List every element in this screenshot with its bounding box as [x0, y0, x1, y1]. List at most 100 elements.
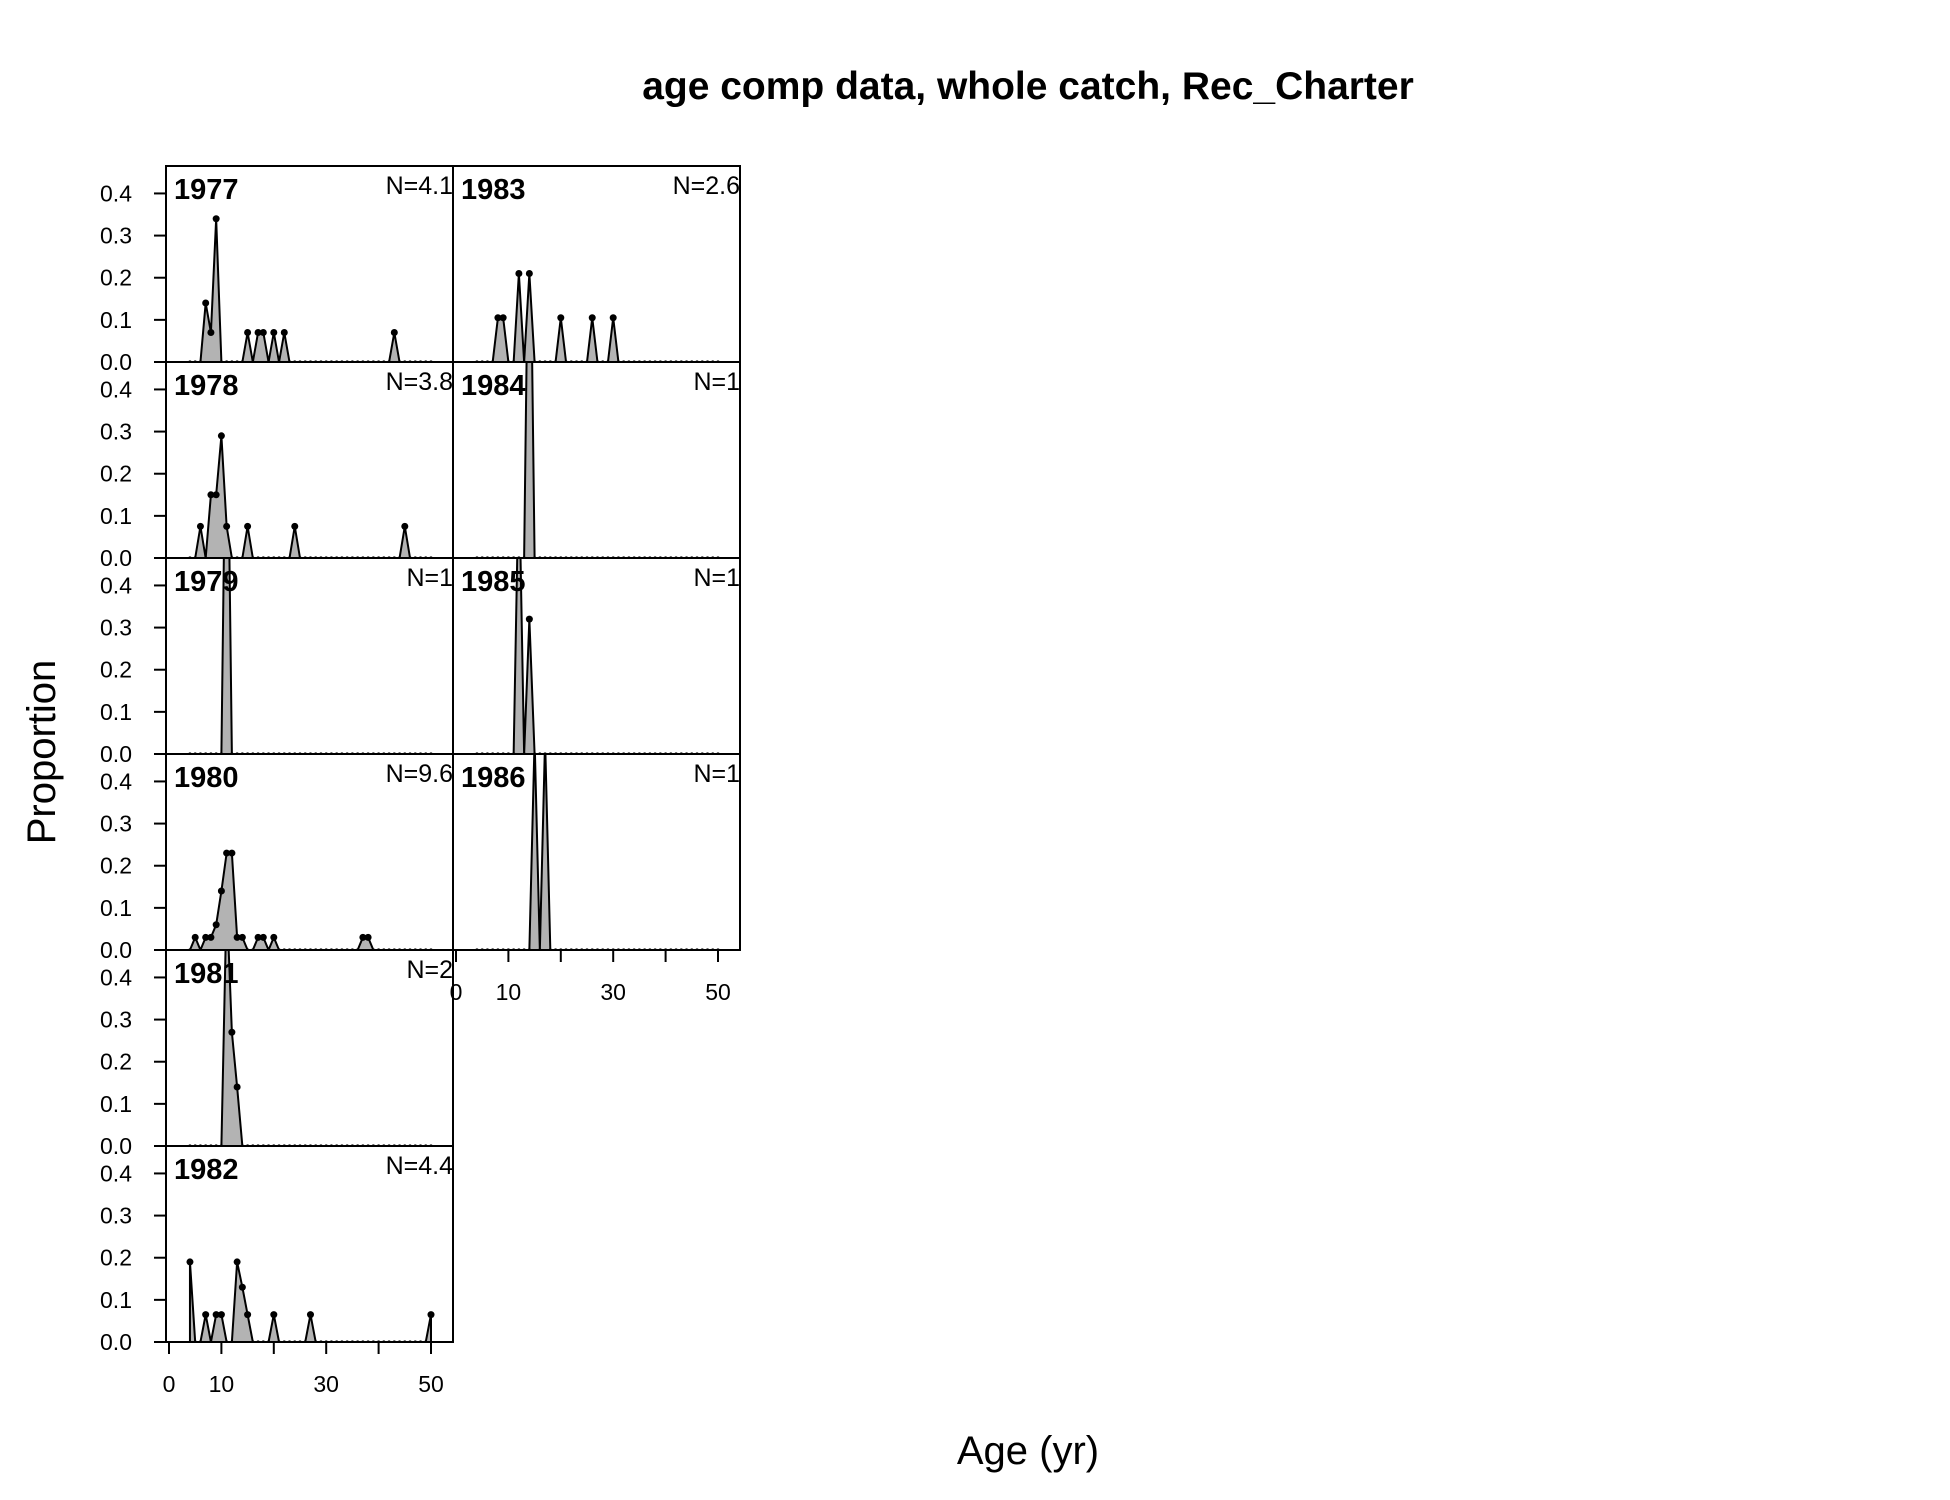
area-1979 — [189, 558, 431, 754]
y-tick-label: 0.0 — [100, 545, 132, 571]
y-tick-label: 0.1 — [100, 503, 132, 529]
n-label: N=1 — [693, 368, 740, 396]
data-point — [202, 1311, 210, 1319]
data-point — [280, 329, 288, 337]
data-point — [223, 522, 231, 530]
data-point — [238, 1283, 246, 1291]
year-label: 1986 — [461, 762, 526, 794]
data-point — [270, 329, 278, 337]
data-point — [427, 1311, 435, 1319]
panel-frame — [452, 753, 741, 951]
panel-1983: 1983 N=2.6 — [452, 165, 741, 363]
data-point — [186, 1258, 194, 1266]
data-point — [542, 736, 549, 743]
y-tick-label: 0.3 — [100, 1007, 132, 1033]
y-tick-label: 0.4 — [100, 1160, 132, 1186]
panel-1980: 1980 N=9.6 0.0 0.1 0.2 0.3 0.4 — [100, 753, 454, 963]
data-point — [270, 1311, 278, 1319]
x-tick-label: 30 — [600, 979, 626, 1005]
y-tick-label: 0.0 — [100, 1133, 132, 1159]
data-point — [233, 933, 241, 941]
data-point — [254, 933, 262, 941]
area-1983 — [476, 273, 718, 362]
data-point — [515, 270, 523, 278]
y-tick-label: 0.3 — [100, 419, 132, 445]
y-tick-label: 0.2 — [100, 461, 132, 487]
data-point — [525, 270, 533, 278]
y-tick-label: 0.4 — [100, 572, 132, 598]
data-point — [359, 933, 367, 941]
data-point — [202, 299, 210, 307]
n-label: N=1 — [693, 760, 740, 788]
y-tick-label: 0.3 — [100, 811, 132, 837]
area-1978 — [189, 435, 431, 558]
area-1986 — [476, 754, 718, 950]
y-tick-label: 0.1 — [100, 699, 132, 725]
data-point — [212, 1311, 220, 1319]
data-point — [223, 849, 231, 857]
y-tick-label: 0.4 — [100, 768, 132, 794]
n-label: N=9.6 — [386, 760, 453, 788]
data-point — [212, 491, 220, 499]
data-point — [254, 329, 262, 337]
data-point — [270, 933, 278, 941]
year-label: 1980 — [174, 762, 239, 794]
x-tick-label: 10 — [496, 979, 522, 1005]
data-point — [217, 1311, 225, 1319]
data-point — [364, 933, 372, 941]
data-point — [499, 314, 507, 322]
x-tick-label: 0 — [450, 979, 463, 1005]
data-point — [390, 329, 398, 337]
y-tick-label: 0.4 — [100, 376, 132, 402]
data-point — [202, 933, 210, 941]
data-point — [207, 933, 215, 941]
y-tick-label: 0.0 — [100, 349, 132, 375]
y-tick-label: 0.0 — [100, 1329, 132, 1355]
data-point — [259, 329, 267, 337]
data-point — [244, 1311, 252, 1319]
y-tick-label: 0.0 — [100, 741, 132, 767]
data-point — [306, 1311, 314, 1319]
data-point — [515, 464, 522, 471]
panel-1981: 1981 N=2 0.0 0.1 0.2 0.3 0.4 — [100, 949, 454, 1159]
n-label: N=4.4 — [386, 1152, 454, 1180]
n-label: N=2.6 — [673, 172, 740, 200]
data-point — [609, 314, 617, 322]
panel-1977: 1977 N=4.1 0.0 0.1 0.2 0.3 0.4 — [100, 165, 454, 375]
y-axis-title: Proportion — [20, 660, 64, 845]
data-point — [228, 1028, 236, 1036]
year-label: 1985 — [461, 566, 526, 598]
data-point — [212, 921, 220, 929]
data-point — [244, 522, 252, 530]
data-point — [223, 329, 230, 336]
data-point — [526, 133, 533, 140]
y-tick-label: 0.2 — [100, 265, 132, 291]
data-point — [525, 615, 533, 623]
y-tick-label: 0.3 — [100, 223, 132, 249]
area-1985 — [476, 558, 718, 754]
x-tick-label: 0 — [163, 1371, 176, 1397]
data-point — [233, 1258, 241, 1266]
data-point — [494, 314, 502, 322]
y-tick-label: 0.1 — [100, 895, 132, 921]
data-point — [228, 849, 236, 857]
year-label: 1978 — [174, 370, 239, 402]
year-label: 1979 — [174, 566, 239, 598]
x-tick-label: 30 — [313, 1371, 339, 1397]
area-1977 — [189, 218, 431, 362]
data-point — [244, 329, 252, 337]
n-label: N=4.1 — [386, 172, 453, 200]
data-point — [212, 215, 220, 223]
x-tick-label: 50 — [705, 979, 731, 1005]
y-tick-label: 0.1 — [100, 1091, 132, 1117]
data-point — [191, 933, 199, 941]
n-label: N=3.8 — [386, 368, 453, 396]
data-point — [259, 933, 267, 941]
data-point — [588, 314, 596, 322]
chart-title: age comp data, whole catch, Rec_Charter — [642, 65, 1414, 108]
panel-1984: 1984 N=1 — [452, 133, 741, 559]
year-label: 1977 — [174, 174, 239, 206]
panel-1986: 1986 N=1 0 10 30 50 — [450, 736, 741, 1005]
y-tick-label: 0.2 — [100, 1049, 132, 1075]
y-tick-label: 0.0 — [100, 937, 132, 963]
